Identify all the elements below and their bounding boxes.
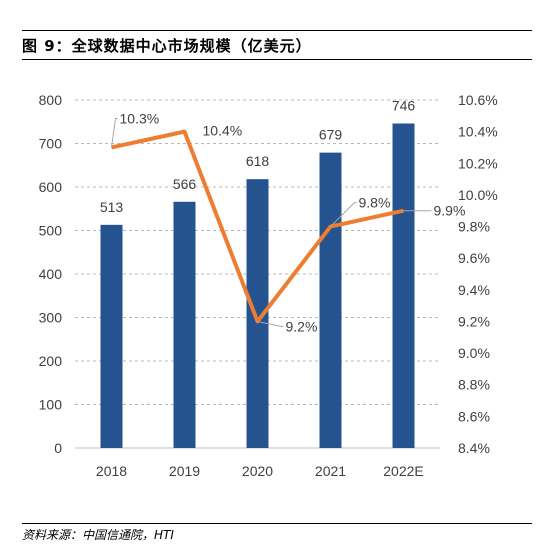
x-tick-label: 2022E [383,463,423,479]
bar-data-label: 513 [100,199,124,215]
x-tick-label: 2020 [242,463,273,479]
y-left-tick-label: 600 [39,179,63,195]
y-right-tick-label: 9.2% [458,313,490,329]
data-label-leader [111,117,118,148]
line-data-label: 9.2% [286,318,318,334]
y-right-tick-label: 9.8% [458,219,490,235]
figure-title-bar: 图 9：全球数据中心市场规模（亿美元） [22,30,532,60]
y-left-tick-label: 0 [54,440,62,456]
y-left-tick-label: 400 [39,266,63,282]
bar [100,224,123,448]
y-left-tick-label: 700 [39,136,63,152]
footer-divider [22,523,532,524]
y-left-tick-label: 100 [39,397,63,413]
bar-data-label: 618 [246,153,270,169]
y-right-tick-label: 10.6% [458,92,498,108]
line-data-label: 10.3% [120,110,160,126]
chart: 0 100 200 300 400 500 600 700 800 8.4% 8.6% 8.8% 9.0… [0,60,544,525]
y-right-tick-label: 9.0% [458,345,490,361]
y-right-tick-label: 10.4% [458,124,498,140]
line-data-label: 9.9% [434,203,466,219]
y-right-tick-label: 9.6% [458,250,490,266]
bar-data-label: 746 [392,97,416,113]
y-right-tick-label: 8.6% [458,408,490,424]
y-right-tick-label: 10.0% [458,187,498,203]
y-right-tick-label: 10.2% [458,155,498,171]
figure-title: 图 9：全球数据中心市场规模（亿美元） [22,37,312,55]
source-note: 资料来源：中国信通院，HTI [22,528,174,542]
y-right-tick-label: 8.4% [458,440,490,456]
bar [392,123,415,449]
y-right-tick-label: 9.4% [458,282,490,298]
bar-data-label: 566 [173,176,197,192]
line-data-label: 9.8% [359,195,391,211]
y-left-tick-label: 300 [39,310,63,326]
bar-data-label: 679 [319,127,343,143]
data-label-leader [330,202,357,227]
y-left-tick-label: 200 [39,353,63,369]
x-tick-label: 2019 [169,463,200,479]
bar [246,179,269,449]
y-right-tick-label: 8.8% [458,377,490,393]
chart-svg: 0 100 200 300 400 500 600 700 800 8.4% 8.6% 8.8% 9.0… [39,92,498,479]
line-data-label: 10.4% [203,123,243,139]
bar [319,152,342,448]
x-tick-label: 2018 [96,463,127,479]
bar [173,201,196,448]
x-tick-label: 2021 [315,463,346,479]
y-left-tick-label: 800 [39,92,63,108]
data-label-leader [257,320,284,327]
y-left-tick-label: 500 [39,223,63,239]
